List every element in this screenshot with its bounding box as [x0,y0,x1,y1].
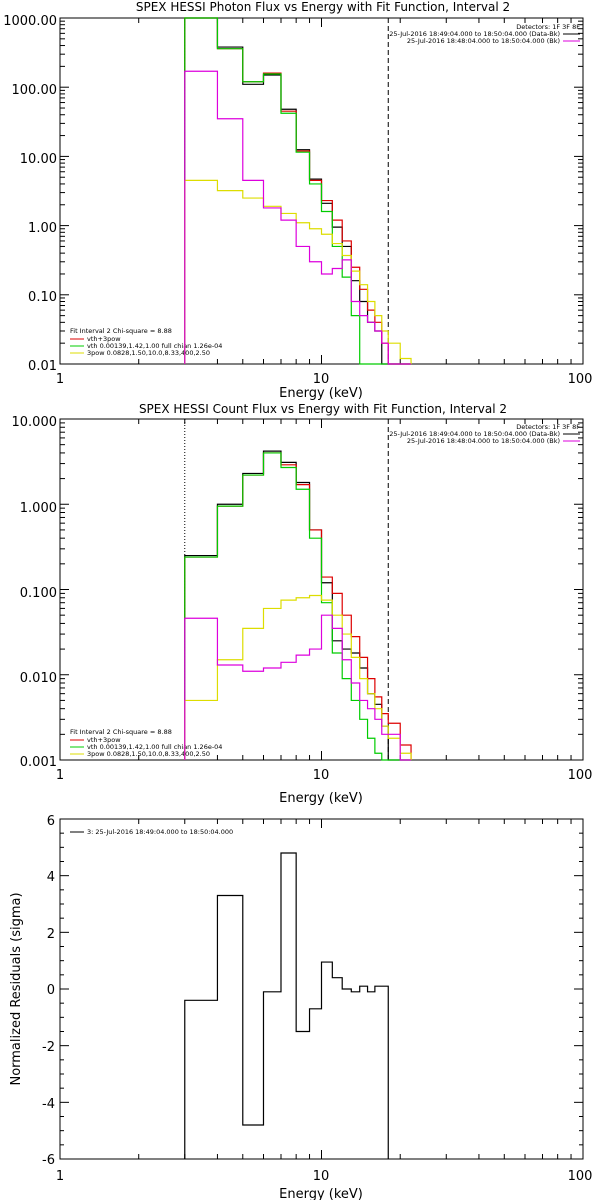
count-ytick-1: 1.000 [20,501,57,516]
count-flux-panel: SPEX HESSI Count Flux vs Energy with Fit… [12,402,593,806]
count-legend-bk-label: 25-Jul-2016 18:48:04.000 to 18:50:04.000… [407,437,560,445]
resid-xtick-100: 100 [568,1169,593,1184]
photon-ytick-100: 100.00 [12,83,58,98]
count-total_model-histogram [184,452,412,760]
photon-xlabel: Energy (keV) [279,386,363,401]
photon-ytick-1: 1.00 [28,221,57,236]
resid-ticks [59,818,583,1160]
photon-legend-header: Detectors: 1F 3F 8F [516,23,580,31]
resid-ytick-2: 2 [47,927,55,942]
resid-ytick-m6: -6 [42,1153,55,1168]
count-legend-header: Detectors: 1F 3F 8F [516,423,580,431]
count-xtick-1: 1 [56,768,64,783]
resid-ytick-0: 0 [47,983,55,998]
resid-legend: 3: 25-Jul-2016 18:49:04.000 to 18:50:04.… [70,828,233,836]
count-fit-header: Fit Interval 2 Chi-square = 8.88 [70,728,172,736]
count-legend-total-label: vth+3pow [87,736,121,744]
count-legend-3pow-label: 3pow 0.0828,1.50,10.0,8.33,400,2.50 [87,750,210,758]
resid-xtick-10: 10 [313,1169,330,1184]
count-legend-vth-label: vth 0.00139,1.42,1.00 full chian 1.26e-0… [87,743,222,751]
photon-fit-header: Fit Interval 2 Chi-square = 8.88 [70,327,172,335]
resid-xtick-1: 1 [56,1169,64,1184]
photon-legend-3pow-label: 3pow 0.0828,1.50,10.0,8.33,400,2.50 [87,349,210,357]
photon-ytick-0.01: 0.01 [28,359,57,374]
photon-legend-bk-label: 25-Jul-2016 18:48:04.000 to 18:50:04.000… [407,37,560,45]
count-ytick-0.1: 0.100 [20,586,57,601]
count-legend-bottom-left: Fit Interval 2 Chi-square = 8.88 vth+3po… [70,728,222,758]
resid-ytick-m4: -4 [42,1097,55,1112]
photon-xtick-100: 100 [568,372,593,387]
resid-ylabel: Normalized Residuals (sigma) [9,892,24,1085]
count-bk-histogram [184,614,412,761]
resid-ytick-6: 6 [47,814,55,829]
resid-legend-label: 3: 25-Jul-2016 18:49:04.000 to 18:50:04.… [87,828,233,836]
photon-legend-bottom-left: Fit Interval 2 Chi-square = 8.88 vth+3po… [70,327,222,357]
count-vth-histogram [184,452,412,761]
photon-legend-total-label: vth+3pow [87,335,121,343]
photon-legend-vth-label: vth 0.00139,1.42,1.00 full chian 1.26e-0… [87,342,222,350]
count-ytick-10: 10.000 [12,415,58,430]
count-xlabel: Energy (keV) [279,791,363,806]
count-3pow-histogram [184,594,412,760]
resid-residuals-histogram [184,852,389,1159]
photon-vth-histogram [184,17,412,365]
photon-legend-top-right: Detectors: 1F 3F 8F 25-Jul-2016 18:49:04… [389,23,580,45]
resid-xlabel: Energy (keV) [279,1187,363,1200]
count-xtick-10: 10 [313,768,330,783]
count-ytick-0.001: 0.001 [20,755,57,770]
photon-ytick-10: 10.00 [20,152,57,167]
count-ytick-0.01: 0.010 [20,671,57,686]
resid-ytick-m2: -2 [42,1040,55,1055]
photon-xtick-10: 10 [313,372,330,387]
count-flux-title: SPEX HESSI Count Flux vs Energy with Fit… [139,402,507,416]
photon-legend-data-label: 25-Jul-2016 18:49:04.000 to 18:50:04.000… [389,30,560,38]
residuals-panel: 6 4 2 0 -2 -4 -6 1 10 100 Energy (keV) N… [9,814,592,1200]
photon-xtick-1: 1 [56,372,64,387]
photon-flux-panel: SPEX HESSI Photon Flux vs Energy with Fi… [3,0,592,401]
photon-bk-histogram [184,70,412,365]
count-ticks [59,418,583,761]
count-legend-top-right: Detectors: 1F 3F 8F 25-Jul-2016 18:49:04… [389,423,580,445]
count-legend-data-label: 25-Jul-2016 18:49:04.000 to 18:50:04.000… [389,430,560,438]
resid-ytick-4: 4 [47,870,55,885]
count-data-histogram [184,450,412,761]
count-xtick-100: 100 [568,768,593,783]
photon-ytick-0.1: 0.10 [28,290,57,305]
photon-ytick-1000: 1000.00 [3,14,57,29]
photon-3pow-histogram [184,179,412,364]
photon-flux-title: SPEX HESSI Photon Flux vs Energy with Fi… [136,0,510,14]
